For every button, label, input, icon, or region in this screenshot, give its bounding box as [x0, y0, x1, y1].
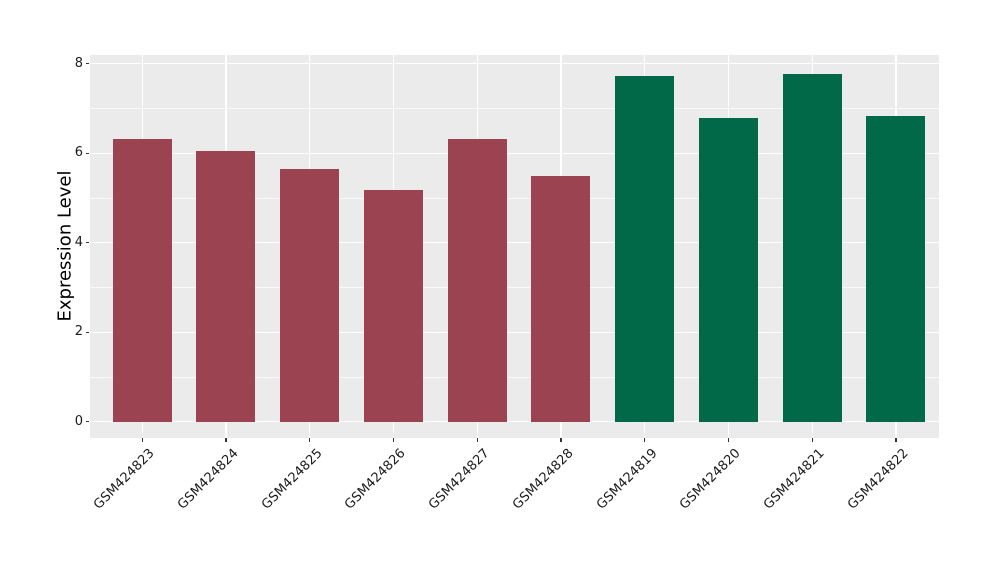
- y-tick-label: 8: [74, 55, 83, 71]
- y-tick-mark: [86, 63, 89, 65]
- minor-gridline: [90, 108, 939, 109]
- x-tick-mark: [476, 438, 478, 442]
- bar-GSM424820: [698, 118, 758, 422]
- y-tick-label: 6: [74, 145, 83, 161]
- bar-GSM424822: [866, 115, 926, 422]
- major-gridline: [90, 242, 939, 244]
- x-tick-label: GSM424826: [342, 446, 410, 513]
- plot-panel: [90, 55, 939, 438]
- x-tick-label: GSM424823: [91, 446, 158, 513]
- y-tick-mark: [86, 242, 89, 244]
- x-tick-label: GSM424824: [174, 446, 242, 513]
- minor-gridline: [90, 376, 939, 378]
- x-tick-mark: [392, 438, 395, 442]
- x-tick-label: GSM424827: [426, 446, 493, 513]
- bar-GSM424826: [363, 190, 423, 422]
- bar-GSM424827: [447, 138, 507, 422]
- x-tick-mark: [811, 438, 813, 442]
- y-tick-label: 2: [74, 324, 83, 340]
- x-tick-mark: [644, 438, 646, 442]
- major-gridline: [90, 63, 939, 65]
- y-tick-label: 4: [74, 234, 83, 250]
- bar-GSM424828: [531, 175, 591, 422]
- x-tick-label: GSM424821: [761, 446, 828, 513]
- x-tick-label: GSM424822: [844, 446, 912, 513]
- y-tick-mark: [86, 331, 89, 333]
- bar-GSM424825: [280, 169, 340, 422]
- x-tick-mark: [895, 438, 897, 442]
- x-tick-mark: [141, 438, 143, 442]
- y-tick-mark: [86, 152, 89, 154]
- bar-GSM424821: [782, 73, 842, 422]
- minor-gridline: [90, 287, 939, 288]
- x-tick-mark: [225, 438, 227, 442]
- x-tick-label: GSM424825: [258, 446, 326, 513]
- x-tick-mark: [560, 438, 562, 442]
- y-tick-label: 0: [74, 413, 83, 429]
- x-tick-mark: [727, 438, 730, 442]
- x-tick-label: GSM424820: [677, 446, 745, 513]
- major-gridline: [90, 152, 939, 154]
- x-tick-label: GSM424828: [509, 446, 577, 513]
- bar-GSM424823: [112, 138, 172, 422]
- x-tick-label: GSM424819: [593, 446, 661, 513]
- major-gridline: [90, 421, 939, 423]
- bar-GSM424824: [196, 150, 256, 422]
- y-tick-mark: [86, 421, 89, 423]
- x-tick-mark: [309, 438, 311, 442]
- minor-gridline: [90, 197, 939, 199]
- bar-GSM424819: [615, 76, 675, 422]
- major-gridline: [90, 331, 939, 333]
